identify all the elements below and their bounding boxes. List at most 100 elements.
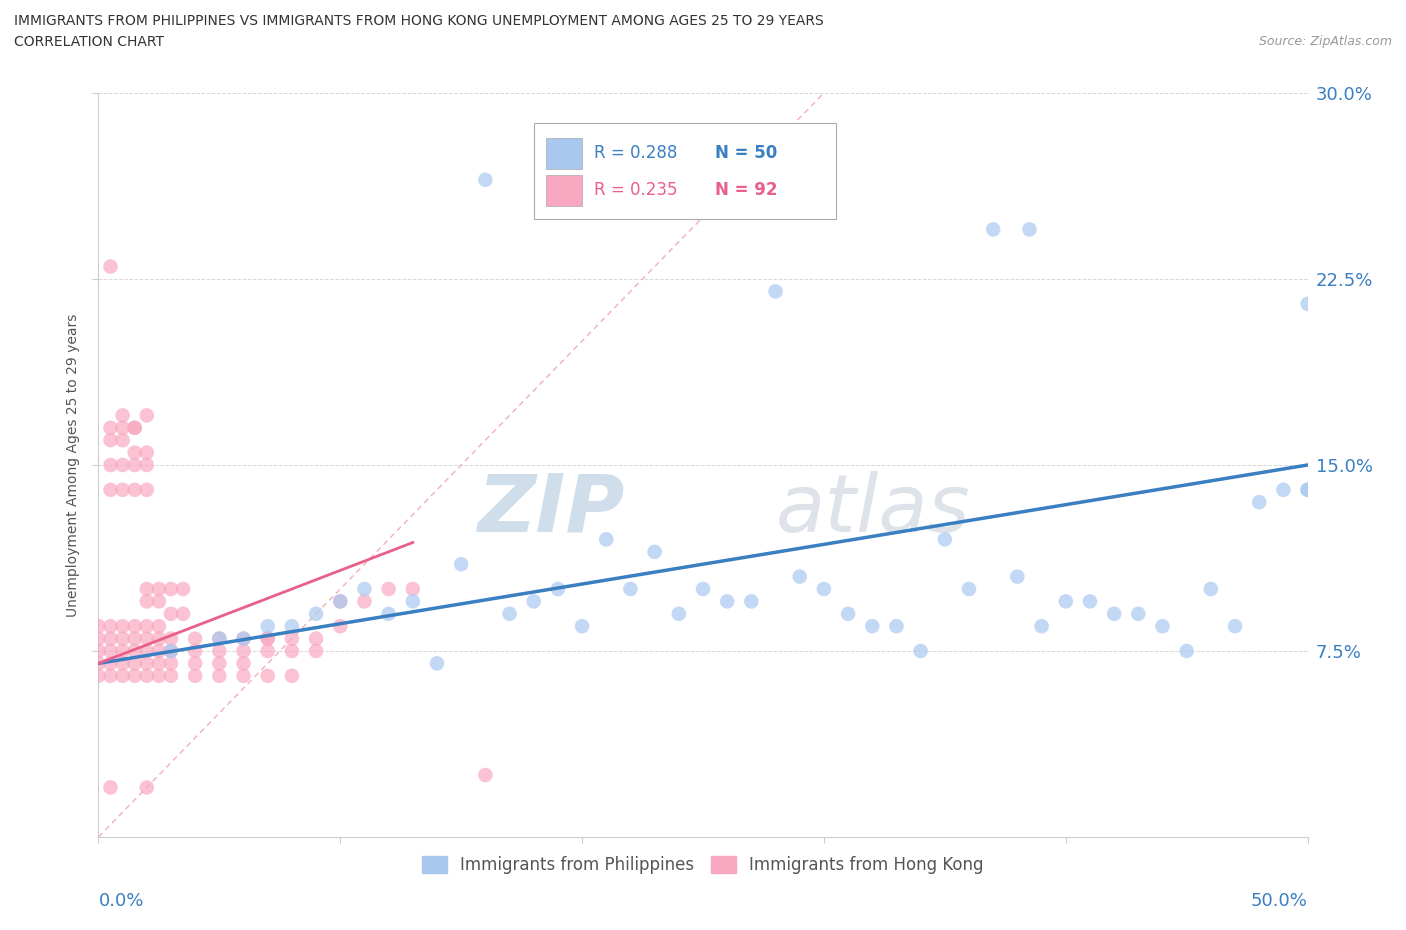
Point bbox=[172, 606, 194, 621]
Point bbox=[100, 656, 122, 671]
Point bbox=[402, 581, 425, 596]
Point bbox=[100, 259, 122, 274]
Point bbox=[934, 532, 956, 547]
Point bbox=[1078, 594, 1101, 609]
Point bbox=[329, 594, 352, 609]
Point bbox=[111, 420, 134, 435]
Point bbox=[135, 780, 157, 795]
Point bbox=[281, 644, 304, 658]
Point bbox=[111, 432, 134, 447]
Point bbox=[111, 669, 134, 684]
Point bbox=[1296, 483, 1319, 498]
Point bbox=[148, 618, 170, 633]
Point bbox=[135, 483, 157, 498]
Point bbox=[148, 644, 170, 658]
Point bbox=[124, 656, 146, 671]
Point bbox=[124, 458, 146, 472]
Point bbox=[135, 581, 157, 596]
Point bbox=[124, 420, 146, 435]
Point bbox=[232, 644, 254, 658]
Point bbox=[184, 644, 207, 658]
Point bbox=[232, 631, 254, 646]
Point bbox=[100, 618, 122, 633]
Point bbox=[87, 631, 110, 646]
Point bbox=[124, 644, 146, 658]
Point bbox=[148, 581, 170, 596]
Point bbox=[184, 669, 207, 684]
Point bbox=[256, 669, 278, 684]
Point bbox=[135, 458, 157, 472]
Point bbox=[111, 618, 134, 633]
Point bbox=[87, 669, 110, 684]
Point bbox=[353, 594, 375, 609]
Point bbox=[135, 656, 157, 671]
Point bbox=[1031, 618, 1053, 633]
Point bbox=[1272, 483, 1295, 498]
FancyBboxPatch shape bbox=[534, 123, 837, 219]
Point bbox=[111, 631, 134, 646]
Point bbox=[281, 618, 304, 633]
Point bbox=[1128, 606, 1150, 621]
Point bbox=[377, 606, 399, 621]
Point bbox=[208, 631, 231, 646]
Point bbox=[135, 594, 157, 609]
Point bbox=[100, 458, 122, 472]
Point bbox=[135, 618, 157, 633]
Point bbox=[100, 420, 122, 435]
Text: ZIP: ZIP bbox=[477, 471, 624, 549]
Point bbox=[160, 669, 183, 684]
Point bbox=[111, 483, 134, 498]
Point bbox=[426, 656, 449, 671]
Point bbox=[87, 618, 110, 633]
Point bbox=[232, 669, 254, 684]
Point bbox=[957, 581, 980, 596]
Point bbox=[450, 557, 472, 572]
Point bbox=[100, 631, 122, 646]
Point bbox=[256, 631, 278, 646]
Point bbox=[281, 669, 304, 684]
Point bbox=[1152, 618, 1174, 633]
Point bbox=[474, 172, 496, 187]
Point bbox=[571, 618, 593, 633]
Point bbox=[498, 606, 520, 621]
Point bbox=[148, 669, 170, 684]
Point bbox=[135, 669, 157, 684]
Point bbox=[124, 669, 146, 684]
Point bbox=[1175, 644, 1198, 658]
Point bbox=[1054, 594, 1077, 609]
Point bbox=[124, 445, 146, 460]
Point bbox=[100, 669, 122, 684]
Point bbox=[981, 222, 1004, 237]
Text: Source: ZipAtlas.com: Source: ZipAtlas.com bbox=[1258, 35, 1392, 48]
Text: N = 92: N = 92 bbox=[716, 181, 778, 199]
Text: R = 0.288: R = 0.288 bbox=[595, 144, 678, 162]
Point bbox=[595, 532, 617, 547]
Point bbox=[232, 656, 254, 671]
Point bbox=[148, 631, 170, 646]
Point bbox=[124, 420, 146, 435]
Point bbox=[172, 581, 194, 596]
Point bbox=[148, 656, 170, 671]
Point bbox=[208, 631, 231, 646]
Point bbox=[353, 581, 375, 596]
Y-axis label: Unemployment Among Ages 25 to 29 years: Unemployment Among Ages 25 to 29 years bbox=[66, 313, 80, 617]
Point bbox=[135, 445, 157, 460]
Point bbox=[329, 618, 352, 633]
Text: N = 50: N = 50 bbox=[716, 144, 778, 162]
Point bbox=[547, 581, 569, 596]
Point bbox=[135, 644, 157, 658]
Bar bbox=[546, 138, 582, 169]
Point bbox=[100, 644, 122, 658]
Point bbox=[124, 618, 146, 633]
Point bbox=[160, 581, 183, 596]
Point bbox=[668, 606, 690, 621]
Point bbox=[100, 483, 122, 498]
Point bbox=[256, 644, 278, 658]
Text: atlas: atlas bbox=[776, 471, 970, 549]
Point bbox=[860, 618, 883, 633]
Point bbox=[644, 544, 666, 559]
Point bbox=[1018, 222, 1040, 237]
Point bbox=[402, 594, 425, 609]
Point bbox=[135, 408, 157, 423]
Point bbox=[305, 644, 328, 658]
